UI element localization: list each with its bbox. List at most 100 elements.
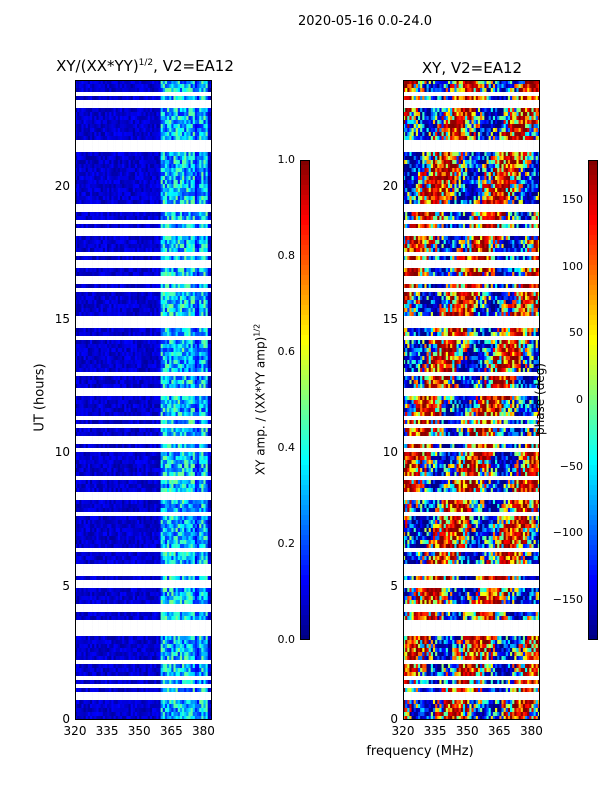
heatmap-cell — [117, 332, 121, 337]
heatmap-cell — [139, 104, 142, 109]
heatmap-cell — [162, 268, 166, 273]
heatmap-cell — [190, 332, 194, 337]
heatmap-cell — [115, 264, 119, 269]
heatmap-cell — [124, 376, 127, 381]
heatmap-cell — [171, 244, 174, 249]
heatmap-cell — [83, 148, 86, 153]
heatmap-cell — [104, 244, 108, 249]
heatmap-cell — [85, 272, 89, 277]
heatmap-cell — [201, 204, 204, 209]
heatmap-cell — [132, 372, 136, 377]
heatmap-cell — [104, 92, 108, 97]
heatmap-cell — [104, 256, 108, 261]
heatmap-cell — [126, 376, 129, 381]
heatmap-cell — [169, 372, 172, 377]
heatmap-cell — [85, 268, 89, 273]
heatmap-cell — [134, 260, 138, 265]
heatmap-cell — [194, 160, 198, 165]
heatmap-cell — [107, 132, 110, 137]
heatmap-cell — [158, 204, 161, 209]
heatmap-cell — [156, 184, 159, 189]
heatmap-cell — [147, 164, 151, 169]
heatmap-cell — [79, 104, 82, 109]
heatmap-cell — [209, 184, 212, 189]
heatmap-cell — [75, 348, 78, 353]
heatmap-cell — [192, 140, 196, 145]
heatmap-cell — [188, 260, 191, 265]
heatmap-cell — [111, 124, 114, 129]
heatmap-cell — [141, 368, 144, 373]
heatmap-cell — [126, 388, 129, 393]
heatmap-cell — [162, 180, 166, 185]
heatmap-cell — [158, 168, 161, 173]
heatmap-cell — [192, 132, 196, 137]
heatmap-cell — [207, 260, 211, 265]
heatmap-cell — [83, 136, 86, 141]
heatmap-cell — [203, 288, 206, 293]
heatmap-cell — [194, 288, 198, 293]
heatmap-cell — [171, 108, 174, 113]
heatmap-cell — [113, 296, 116, 301]
heatmap-cell — [124, 184, 127, 189]
heatmap-cell — [184, 284, 187, 289]
heatmap-cell — [130, 180, 134, 185]
heatmap-cell — [201, 292, 204, 297]
heatmap-cell — [147, 120, 151, 125]
heatmap-cell — [147, 336, 151, 341]
heatmap-cell — [137, 240, 140, 245]
heatmap-cell — [85, 136, 89, 141]
heatmap-cell — [205, 112, 209, 117]
heatmap-cell — [83, 104, 86, 109]
heatmap-cell — [188, 240, 191, 245]
heatmap-cell — [115, 272, 119, 277]
heatmap-cell — [119, 140, 123, 145]
heatmap-cell — [205, 360, 209, 365]
heatmap-cell — [182, 268, 185, 273]
heatmap-cell — [152, 228, 155, 233]
heatmap-cell — [152, 372, 155, 377]
heatmap-cell — [177, 112, 181, 117]
heatmap-cell — [171, 188, 174, 193]
heatmap-cell — [188, 380, 191, 385]
heatmap-cell — [79, 304, 82, 309]
heatmap-cell — [139, 112, 142, 117]
heatmap-cell — [126, 280, 129, 285]
heatmap-cell — [124, 144, 127, 149]
heatmap-cell — [137, 280, 140, 285]
heatmap-cell — [162, 336, 166, 341]
heatmap-cell — [167, 312, 170, 317]
heatmap-cell — [94, 300, 97, 305]
heatmap-cell — [89, 128, 93, 133]
heatmap-cell — [147, 112, 151, 117]
heatmap-cell — [128, 236, 131, 241]
heatmap-cell — [158, 96, 161, 101]
heatmap-cell — [137, 100, 140, 105]
heatmap-cell — [96, 336, 99, 341]
heatmap-cell — [199, 248, 202, 253]
heatmap-cell — [182, 232, 185, 237]
heatmap-cell — [134, 220, 138, 225]
heatmap-cell — [197, 332, 200, 337]
heatmap-cell — [107, 192, 110, 197]
heatmap-cell — [109, 180, 112, 185]
heatmap-cell — [186, 372, 189, 377]
heatmap-cell — [145, 132, 149, 137]
heatmap-cell — [164, 176, 168, 181]
heatmap-cell — [164, 244, 168, 249]
heatmap-cell — [156, 264, 159, 269]
heatmap-cell — [160, 316, 164, 321]
heatmap-cell — [137, 388, 140, 393]
heatmap-cell — [139, 116, 142, 121]
heatmap-cell — [184, 360, 187, 365]
heatmap-cell — [77, 212, 80, 217]
heatmap-cell — [184, 132, 187, 137]
heatmap-cell — [149, 80, 153, 85]
heatmap-cell — [197, 192, 200, 197]
heatmap-cell — [115, 140, 119, 145]
heatmap-cell — [141, 240, 144, 245]
heatmap-cell — [197, 140, 200, 145]
heatmap-cell — [158, 244, 161, 249]
heatmap-cell — [186, 360, 189, 365]
heatmap-cell — [94, 236, 97, 241]
heatmap-cell — [156, 144, 159, 149]
